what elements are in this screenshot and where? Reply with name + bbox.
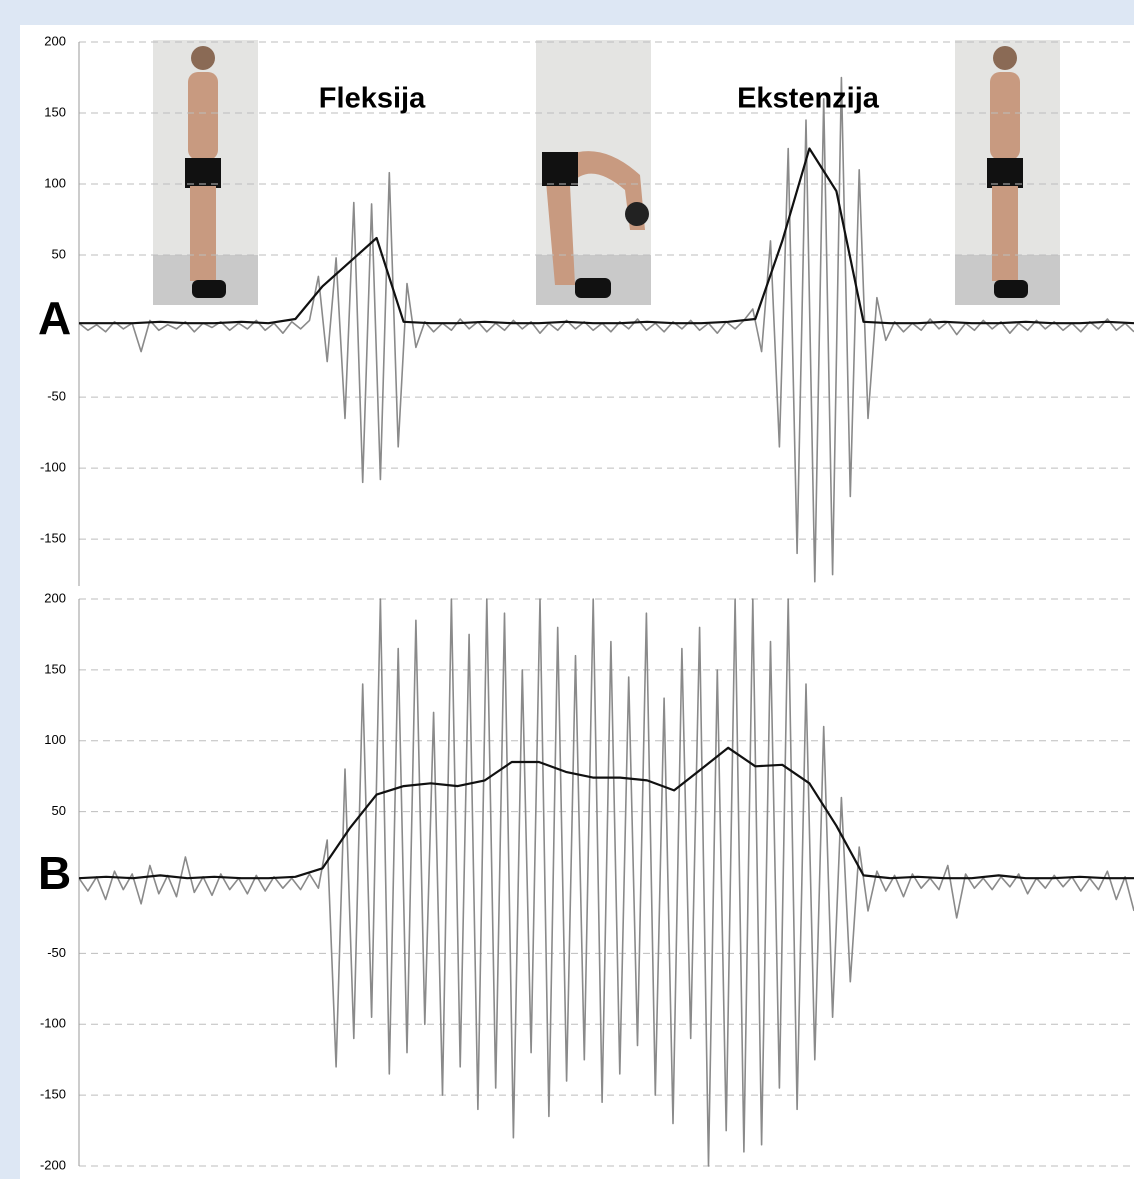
panel-label: A xyxy=(38,292,71,344)
y-tick-label: -50 xyxy=(47,945,66,960)
annotation: Fleksija xyxy=(319,83,426,115)
photo xyxy=(536,40,651,305)
y-tick-label: -50 xyxy=(47,389,66,404)
y-tick-label: -100 xyxy=(40,460,66,475)
y-tick-label: 50 xyxy=(52,246,66,261)
envelope xyxy=(79,147,1134,325)
y-tick-label: -100 xyxy=(40,1016,66,1031)
y-tick-label: -150 xyxy=(40,1087,66,1102)
y-tick-label: -150 xyxy=(40,531,66,546)
y-tick-label: -200 xyxy=(40,1157,66,1172)
annotation: Ekstenzija xyxy=(737,83,880,115)
y-tick-label: 100 xyxy=(44,175,66,190)
y-tick-label: 200 xyxy=(44,590,66,605)
photo xyxy=(955,40,1060,305)
y-tick-label: 50 xyxy=(52,803,66,818)
y-tick-label: 150 xyxy=(44,661,66,676)
y-tick-label: 100 xyxy=(44,732,66,747)
y-tick-label: 200 xyxy=(44,33,66,48)
y-tick-label: 150 xyxy=(44,104,66,119)
envelope xyxy=(78,746,1134,880)
photo xyxy=(153,40,258,305)
panel-label: B xyxy=(38,847,71,899)
